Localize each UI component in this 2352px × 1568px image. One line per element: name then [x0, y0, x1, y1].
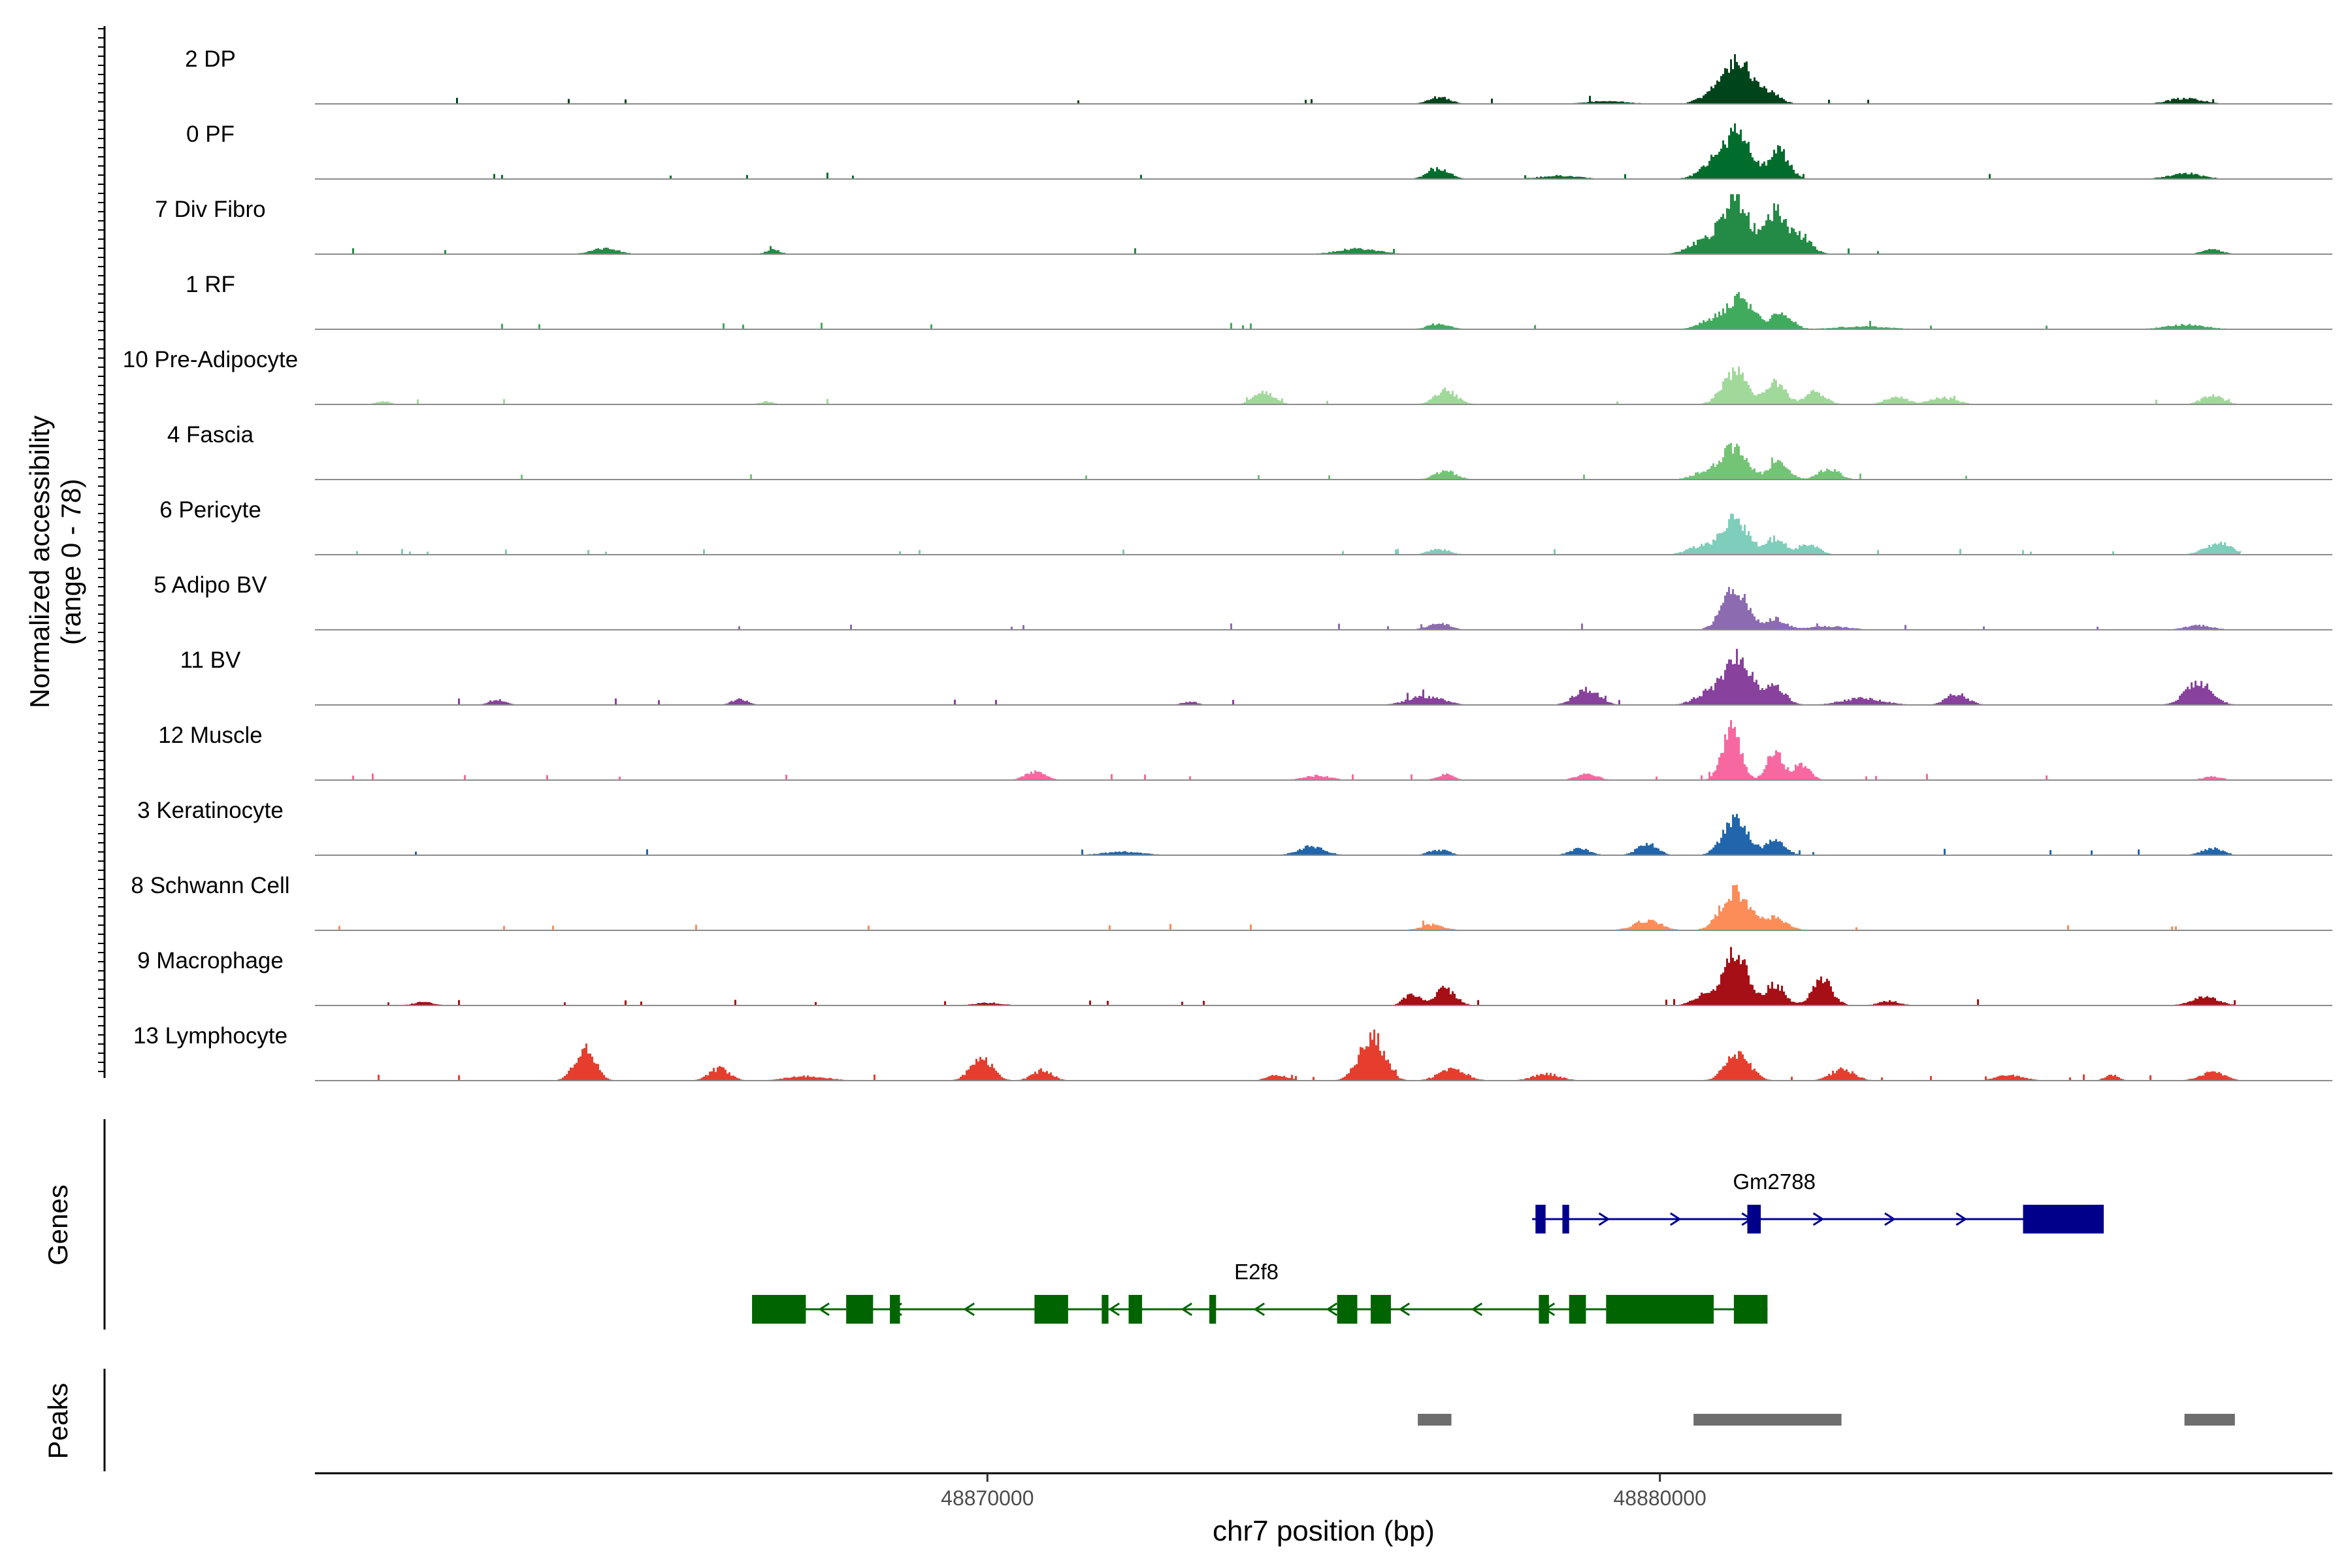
strand-arrow-icon [1181, 1302, 1193, 1316]
strand-arrow-icon [1253, 1302, 1266, 1316]
track-label: 13 Lymphocyte [133, 1023, 287, 1049]
coverage-area [317, 194, 2242, 254]
strand-arrow-icon [1884, 1212, 1896, 1226]
gene-exon [1747, 1205, 1761, 1233]
y-axis-label-line-1: Normalized accessibility [24, 416, 55, 708]
track: 0 PF [186, 122, 2332, 180]
strand-arrow-icon [1471, 1302, 1483, 1316]
x-tick-label: 48880000 [1613, 1486, 1706, 1510]
gene-exon [1535, 1205, 1546, 1233]
genes-panel-label: Genes [42, 1184, 73, 1266]
coverage-area [317, 366, 2242, 404]
gene-exon [1337, 1295, 1358, 1324]
track: 13 Lymphocyte [133, 1023, 2332, 1081]
gene-exon [2023, 1205, 2104, 1233]
track: 10 Pre-Adipocyte [123, 347, 2332, 405]
track-label: 1 RF [186, 272, 235, 297]
peaks-panel-label: Peaks [42, 1383, 73, 1460]
gene-exon [1733, 1295, 1761, 1324]
track: 8 Schwann Cell [131, 873, 2332, 931]
strand-arrow-icon [1326, 1302, 1338, 1316]
strand-arrow-icon [1955, 1212, 1968, 1226]
track-label: 0 PF [186, 122, 235, 147]
gene-exon [890, 1295, 900, 1324]
coverage-area [317, 54, 2242, 104]
track: 6 Pericyte [159, 497, 2332, 555]
gene-exon [1539, 1295, 1549, 1324]
gene-exon [1209, 1295, 1217, 1324]
strand-arrow-icon [1812, 1212, 1825, 1226]
strand-arrow-icon [1670, 1212, 1682, 1226]
gene-name-label: Gm2788 [1733, 1169, 1816, 1194]
track-label: 3 Keratinocyte [137, 798, 284, 823]
peak-region [1418, 1414, 1452, 1426]
coverage-tracks: 2 DP 0 PF 7 Div Fibro 1 RF 10 Pre-Adipocyte 4… [123, 46, 2332, 1081]
strand-arrow-icon [818, 1302, 830, 1316]
track: 9 Macrophage [137, 947, 2332, 1006]
track-label: 9 Macrophage [137, 948, 284, 973]
track: 4 Fascia [167, 422, 2332, 480]
gene-exon [1034, 1295, 1068, 1324]
gene-name-label: E2f8 [1234, 1260, 1279, 1284]
track-label: 10 Pre-Adipocyte [123, 347, 298, 372]
gene-exon [1562, 1205, 1569, 1233]
track: 3 Keratinocyte [137, 798, 2332, 856]
gene-exon [1606, 1295, 1714, 1324]
strand-arrow-icon [1398, 1302, 1411, 1316]
peak-panel [103, 1369, 2235, 1471]
track-label: 7 Div Fibro [155, 197, 265, 222]
track-label: 2 DP [185, 46, 236, 72]
track: 12 Muscle [158, 720, 2332, 781]
gene-exon [752, 1295, 806, 1324]
gene-exon [1569, 1295, 1586, 1324]
track-label: 8 Schwann Cell [131, 873, 289, 898]
coverage-area [317, 292, 2242, 329]
track: 11 BV [180, 647, 2332, 706]
strand-arrow-icon [1108, 1302, 1120, 1316]
gene-annotation-panel: Gm2788 E2f8 [103, 1119, 2104, 1330]
track: 5 Adipo BV [154, 572, 2332, 630]
y-axis-label-line-2: (range 0 - 78) [56, 479, 86, 645]
strand-arrow-icon [963, 1302, 975, 1316]
gene-exon [1128, 1295, 1143, 1324]
gene-model: E2f8 [752, 1260, 1768, 1324]
coverage-area [317, 885, 2242, 930]
track: 7 Div Fibro [155, 194, 2332, 255]
gene-model: Gm2788 [1532, 1169, 2104, 1233]
strand-arrow-icon [1598, 1212, 1610, 1226]
gene-exon [1371, 1295, 1391, 1324]
track: 2 DP [185, 46, 2332, 105]
track-label: 5 Adipo BV [154, 572, 267, 598]
track-label: 12 Muscle [158, 723, 263, 748]
accessibility-y-axis [98, 26, 106, 1078]
track: 1 RF [186, 272, 2332, 330]
gene-exon [1761, 1295, 1768, 1324]
track-label: 11 BV [180, 647, 241, 673]
x-tick-label: 48870000 [941, 1486, 1034, 1510]
gene-exon [846, 1295, 874, 1324]
gene-exon [1102, 1295, 1109, 1324]
x-axis-title: chr7 position (bp) [1213, 1515, 1435, 1547]
x-axis: 48870000 48880000 [315, 1472, 2332, 1510]
track-label: 6 Pericyte [159, 497, 261, 523]
coverage-area [317, 649, 2242, 705]
peak-region [1693, 1414, 1842, 1426]
peak-region [2184, 1414, 2235, 1426]
track-label: 4 Fascia [167, 422, 254, 448]
